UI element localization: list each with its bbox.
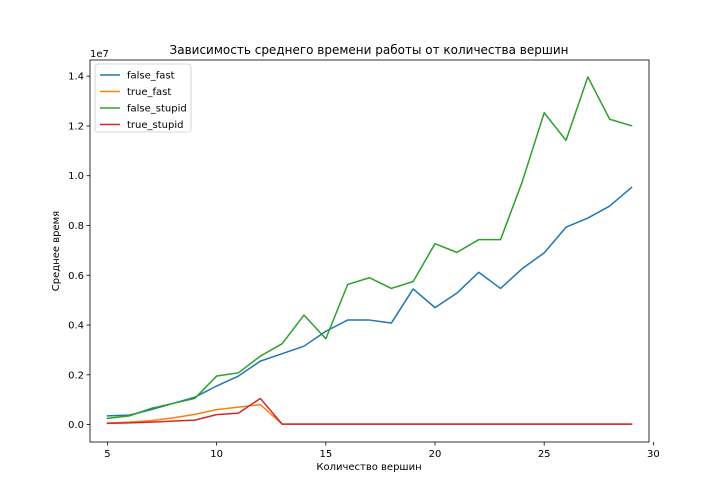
legend-label-true-fast: true_fast [127, 87, 171, 98]
x-tick-label: 10 [210, 449, 223, 460]
series-line-true-stupid [106, 397, 633, 425]
x-tick-label: 25 [538, 449, 551, 460]
y-tick-label: 0.6 [68, 271, 84, 282]
y-tick-label: 0.8 [68, 221, 84, 232]
series-line-false-fast [106, 186, 633, 417]
series-layer [106, 76, 633, 425]
x-axis-ticks: 5 10 15 20 25 30 [104, 442, 660, 460]
legend: false_fast true_fast false_stupid true_stup… [94, 63, 192, 133]
y-tick-label: 0.0 [68, 420, 84, 431]
chart-title: Зависимость среднего времени работы от к… [170, 43, 569, 57]
y-axis-offset-text: 1e7 [90, 49, 109, 60]
y-tick-label: 0.2 [68, 370, 84, 381]
y-axis-ticks: 0.0 0.2 0.4 0.6 0.8 1.0 1.2 1.4 [68, 72, 90, 431]
y-tick-label: 1.2 [68, 121, 84, 132]
legend-label-true-stupid: true_stupid [127, 120, 183, 131]
legend-box [94, 63, 192, 133]
x-tick-label: 15 [319, 449, 332, 460]
y-axis-label: Среднее время [51, 211, 62, 291]
x-tick-label: 5 [104, 449, 110, 460]
y-tick-label: 0.4 [68, 321, 84, 332]
x-tick-label: 30 [647, 449, 660, 460]
x-axis-label: Количество вершин [316, 462, 421, 473]
legend-label-false-fast: false_fast [127, 71, 175, 82]
x-tick-label: 20 [429, 449, 442, 460]
series-line-false-stupid [106, 76, 633, 420]
legend-label-false-stupid: false_stupid [127, 104, 187, 115]
plot-frame [89, 59, 650, 443]
y-tick-label: 1.4 [68, 72, 84, 83]
y-tick-label: 1.0 [68, 171, 84, 182]
